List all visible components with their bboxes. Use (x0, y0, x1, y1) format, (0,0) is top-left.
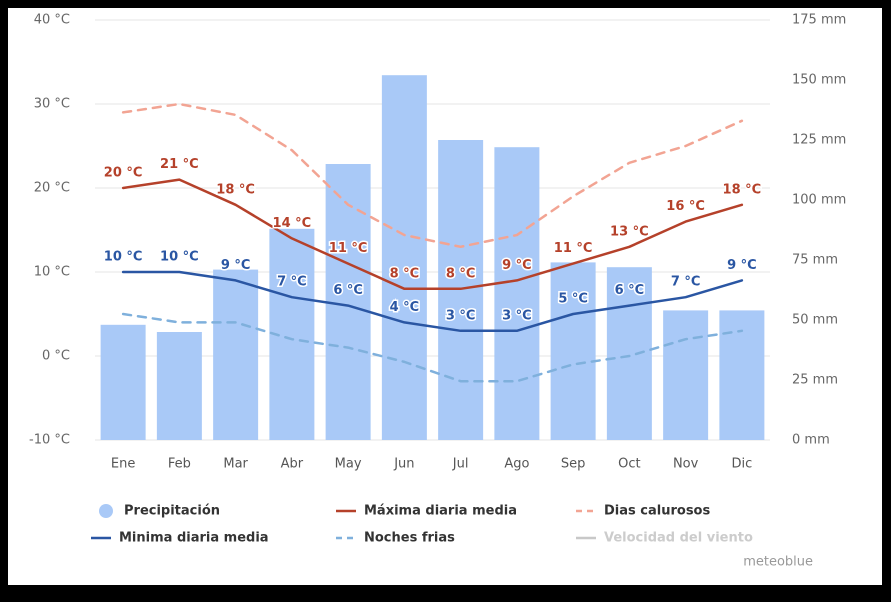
y2-tick-label: 175 mm (792, 13, 846, 28)
y2-tick-label: 100 mm (792, 193, 846, 208)
bar (213, 269, 259, 440)
y-tick-label: 30 °C (34, 97, 70, 112)
data-label: 18 °C (216, 182, 255, 197)
y-tick-label: 20 °C (34, 181, 70, 196)
bar (663, 310, 709, 440)
bar (381, 75, 427, 440)
legend-symbol (99, 504, 113, 518)
y-tick-label: -10 °C (29, 433, 70, 448)
bar (550, 262, 596, 440)
data-label: 13 °C (610, 224, 649, 239)
y-tick-label: 10 °C (34, 265, 70, 280)
y-tick-label: 0 °C (42, 349, 70, 364)
legend-label: Minima diaria media (119, 531, 269, 546)
data-label: 16 °C (666, 199, 705, 214)
bar (325, 164, 371, 440)
legend-label: Noches frias (364, 531, 455, 546)
line (121, 312, 744, 383)
data-label: 20 °C (104, 166, 143, 181)
data-label: 6 °C (333, 283, 363, 298)
line (121, 102, 744, 249)
x-tick-label: Feb (168, 457, 191, 472)
data-label: 8 °C (446, 266, 476, 281)
data-label: 7 °C (671, 275, 701, 290)
line (121, 270, 744, 333)
data-label: 21 °C (160, 157, 199, 172)
y-tick-label: 40 °C (34, 13, 70, 28)
data-label: 14 °C (273, 216, 312, 231)
x-tick-label: Dic (731, 457, 752, 472)
y2-tick-label: 75 mm (792, 253, 838, 268)
x-tick-label: Nov (673, 457, 699, 472)
data-label: 10 °C (104, 250, 143, 265)
x-tick-label: May (335, 457, 362, 472)
y2-tick-label: 150 mm (792, 73, 846, 88)
data-label: 9 °C (502, 258, 532, 273)
x-tick-label: Mar (223, 457, 248, 472)
x-tick-label: Oct (618, 457, 640, 472)
y2-tick-label: 25 mm (792, 373, 838, 388)
legend-label: Precipitación (124, 504, 220, 519)
data-label: 3 °C (446, 308, 476, 323)
y2-tick-label: 0 mm (792, 433, 830, 448)
line (121, 178, 744, 291)
data-label: 9 °C (727, 258, 757, 273)
data-label: 6 °C (615, 283, 645, 298)
bar (100, 324, 146, 440)
legend-label: Máxima diaria media (364, 504, 517, 519)
bar (494, 147, 540, 440)
data-label: 7 °C (277, 275, 307, 290)
x-tick-label: Sep (561, 457, 586, 472)
legend-label: Dias calurosos (604, 504, 710, 519)
data-label: 11 °C (329, 241, 368, 256)
data-label: 4 °C (390, 300, 420, 315)
y2-tick-label: 50 mm (792, 313, 838, 328)
data-label: 9 °C (221, 258, 251, 273)
data-label: 10 °C (160, 250, 199, 265)
data-label: 5 °C (558, 292, 588, 307)
data-label: 18 °C (723, 182, 762, 197)
x-tick-label: Ene (111, 457, 135, 472)
bar (156, 332, 202, 440)
legend-label: Velocidad del viento (604, 531, 753, 546)
x-tick-label: Ago (504, 457, 529, 472)
data-label: 3 °C (502, 308, 532, 323)
data-label: 8 °C (390, 266, 420, 281)
x-tick-label: Jul (452, 457, 469, 472)
x-tick-label: Abr (281, 457, 304, 472)
x-tick-label: Jun (393, 457, 414, 472)
credit: meteoblue (743, 555, 813, 570)
data-label: 11 °C (554, 241, 593, 256)
y2-tick-label: 125 mm (792, 133, 846, 148)
bar (606, 267, 652, 440)
